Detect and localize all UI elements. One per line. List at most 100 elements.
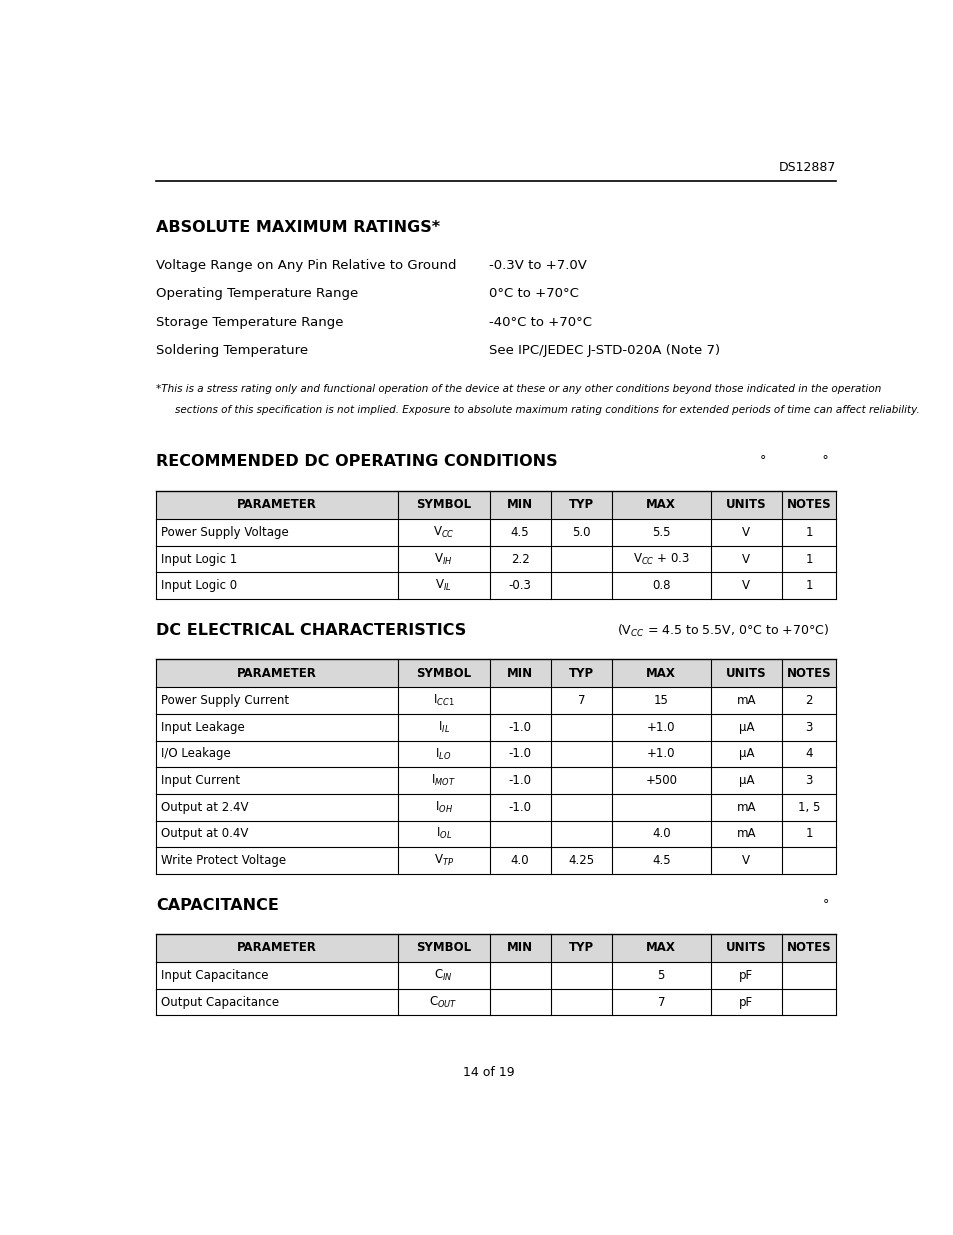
Text: SYMBOL: SYMBOL: [416, 941, 471, 955]
Text: °              °: ° °: [760, 454, 828, 467]
Text: See IPC/JEDEC J-STD-020A (Note 7): See IPC/JEDEC J-STD-020A (Note 7): [488, 345, 720, 357]
Bar: [156, 490, 836, 519]
Text: NOTES: NOTES: [786, 941, 831, 955]
Text: MIN: MIN: [507, 941, 533, 955]
Text: PARAMETER: PARAMETER: [236, 498, 316, 511]
Text: Operating Temperature Range: Operating Temperature Range: [156, 287, 358, 300]
Text: I/O Leakage: I/O Leakage: [160, 747, 231, 761]
Text: sections of this specification is not implied. Exposure to absolute maximum rati: sections of this specification is not im…: [174, 405, 919, 415]
Text: °: °: [821, 898, 828, 910]
Text: PARAMETER: PARAMETER: [236, 941, 316, 955]
Text: Input Leakage: Input Leakage: [160, 721, 244, 734]
Text: 1: 1: [804, 579, 812, 592]
Text: TYP: TYP: [568, 498, 594, 511]
Text: 5: 5: [657, 969, 664, 982]
Text: I$_{OL}$: I$_{OL}$: [436, 826, 451, 841]
Text: Input Logic 0: Input Logic 0: [160, 579, 236, 592]
Text: Input Logic 1: Input Logic 1: [160, 552, 236, 566]
Text: Output Capacitance: Output Capacitance: [160, 995, 278, 1009]
Text: Voltage Range on Any Pin Relative to Ground: Voltage Range on Any Pin Relative to Gro…: [156, 258, 456, 272]
Text: MAX: MAX: [645, 667, 676, 679]
Text: 4.5: 4.5: [510, 526, 529, 538]
Text: μA: μA: [738, 721, 753, 734]
Text: 4.5: 4.5: [651, 853, 670, 867]
Text: 7: 7: [657, 995, 664, 1009]
Text: C$_{IN}$: C$_{IN}$: [434, 968, 453, 983]
Text: V$_{IH}$: V$_{IH}$: [434, 552, 453, 567]
Text: -1.0: -1.0: [508, 721, 531, 734]
Text: 1: 1: [804, 552, 812, 566]
Text: μA: μA: [738, 747, 753, 761]
Text: V: V: [741, 579, 749, 592]
Text: pF: pF: [739, 969, 753, 982]
Text: 5.0: 5.0: [572, 526, 590, 538]
Text: mA: mA: [736, 827, 755, 840]
Text: Power Supply Voltage: Power Supply Voltage: [160, 526, 288, 538]
Text: CAPACITANCE: CAPACITANCE: [156, 898, 279, 913]
Text: -40°C to +70°C: -40°C to +70°C: [488, 316, 591, 329]
Text: pF: pF: [739, 995, 753, 1009]
Text: DS12887: DS12887: [779, 161, 836, 174]
Text: -1.0: -1.0: [508, 800, 531, 814]
Text: DC ELECTRICAL CHARACTERISTICS: DC ELECTRICAL CHARACTERISTICS: [156, 622, 466, 637]
Text: RECOMMENDED DC OPERATING CONDITIONS: RECOMMENDED DC OPERATING CONDITIONS: [156, 454, 558, 469]
Text: 4.25: 4.25: [568, 853, 594, 867]
Text: +500: +500: [644, 774, 677, 787]
Text: V$_{CC}$ + 0.3: V$_{CC}$ + 0.3: [632, 552, 689, 567]
Text: *This is a stress rating only and functional operation of the device at these or: *This is a stress rating only and functi…: [156, 384, 881, 394]
Text: ABSOLUTE MAXIMUM RATINGS*: ABSOLUTE MAXIMUM RATINGS*: [156, 221, 440, 236]
Text: 7: 7: [577, 694, 584, 708]
Text: Write Protect Voltage: Write Protect Voltage: [160, 853, 286, 867]
Text: -0.3: -0.3: [508, 579, 531, 592]
Text: 0°C to +70°C: 0°C to +70°C: [488, 287, 578, 300]
Text: 1: 1: [804, 526, 812, 538]
Text: NOTES: NOTES: [786, 498, 831, 511]
Text: TYP: TYP: [568, 941, 594, 955]
Text: MAX: MAX: [645, 941, 676, 955]
Text: PARAMETER: PARAMETER: [236, 667, 316, 679]
Text: SYMBOL: SYMBOL: [416, 498, 471, 511]
Text: Input Capacitance: Input Capacitance: [160, 969, 268, 982]
Text: I$_{MOT}$: I$_{MOT}$: [431, 773, 456, 788]
Text: UNITS: UNITS: [725, 941, 766, 955]
Text: mA: mA: [736, 694, 755, 708]
Text: MIN: MIN: [507, 667, 533, 679]
Text: Storage Temperature Range: Storage Temperature Range: [156, 316, 343, 329]
Text: 4: 4: [804, 747, 812, 761]
Text: TYP: TYP: [568, 667, 594, 679]
Text: -0.3V to +7.0V: -0.3V to +7.0V: [488, 258, 586, 272]
Text: V$_{CC}$: V$_{CC}$: [433, 525, 454, 540]
Text: -1.0: -1.0: [508, 747, 531, 761]
Text: MAX: MAX: [645, 498, 676, 511]
Text: C$_{OUT}$: C$_{OUT}$: [429, 994, 457, 1010]
Text: UNITS: UNITS: [725, 498, 766, 511]
Text: Power Supply Current: Power Supply Current: [160, 694, 289, 708]
Text: 2.2: 2.2: [510, 552, 529, 566]
Text: 3: 3: [804, 774, 812, 787]
Text: V: V: [741, 526, 749, 538]
Text: 15: 15: [653, 694, 668, 708]
Text: V: V: [741, 552, 749, 566]
Text: SYMBOL: SYMBOL: [416, 667, 471, 679]
Text: 14 of 19: 14 of 19: [462, 1066, 515, 1079]
Text: 4.0: 4.0: [510, 853, 529, 867]
Text: I$_{OH}$: I$_{OH}$: [435, 799, 452, 815]
Text: μA: μA: [738, 774, 753, 787]
Text: 3: 3: [804, 721, 812, 734]
Text: +1.0: +1.0: [646, 721, 675, 734]
Text: (V$_{CC}$ = 4.5 to 5.5V, 0°C to +70°C): (V$_{CC}$ = 4.5 to 5.5V, 0°C to +70°C): [617, 622, 828, 638]
Text: I$_{IL}$: I$_{IL}$: [437, 720, 449, 735]
Text: 1: 1: [804, 827, 812, 840]
Text: I$_{LO}$: I$_{LO}$: [435, 746, 452, 762]
Text: 2: 2: [804, 694, 812, 708]
Text: I$_{CC1}$: I$_{CC1}$: [433, 693, 454, 708]
Text: Output at 2.4V: Output at 2.4V: [160, 800, 248, 814]
Text: V$_{TP}$: V$_{TP}$: [433, 853, 454, 868]
Text: 1, 5: 1, 5: [798, 800, 820, 814]
Bar: [156, 934, 836, 962]
Text: 4.0: 4.0: [651, 827, 670, 840]
Text: 5.5: 5.5: [651, 526, 670, 538]
Text: Output at 0.4V: Output at 0.4V: [160, 827, 248, 840]
Text: 0.8: 0.8: [651, 579, 670, 592]
Text: Input Current: Input Current: [160, 774, 239, 787]
